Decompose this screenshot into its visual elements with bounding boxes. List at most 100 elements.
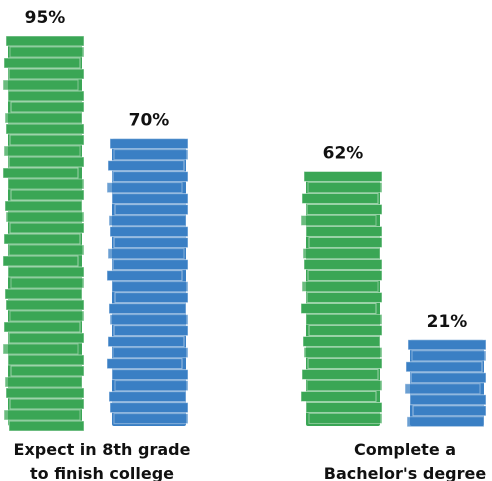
book — [406, 416, 485, 428]
book — [307, 357, 383, 369]
book — [9, 398, 85, 410]
book — [111, 369, 189, 381]
book — [10, 365, 85, 377]
category-label: Expect in 8th grade to finish college — [13, 440, 191, 481]
book — [9, 222, 85, 234]
book — [5, 299, 85, 311]
book — [112, 347, 189, 359]
book — [307, 181, 383, 193]
book — [2, 167, 79, 179]
book — [106, 358, 183, 370]
book — [405, 361, 483, 373]
book — [9, 310, 85, 322]
book — [4, 376, 83, 388]
book — [7, 354, 85, 366]
book — [10, 101, 85, 113]
book — [7, 266, 85, 278]
book — [404, 383, 481, 395]
book — [8, 420, 85, 432]
book — [108, 391, 187, 403]
book — [8, 244, 85, 256]
book — [302, 335, 381, 347]
book — [3, 409, 81, 421]
book — [10, 277, 85, 289]
book — [109, 226, 189, 238]
value-label: 62% — [323, 143, 364, 163]
book — [107, 336, 185, 348]
book — [113, 413, 189, 425]
book — [7, 178, 85, 190]
book — [308, 324, 383, 336]
book — [306, 203, 383, 215]
book — [4, 112, 83, 124]
book — [301, 368, 379, 380]
book — [9, 46, 85, 58]
book — [410, 372, 487, 384]
book — [409, 394, 487, 406]
book — [2, 343, 79, 355]
book — [4, 288, 83, 300]
book — [112, 171, 189, 183]
value-label: 21% — [427, 312, 468, 332]
book — [107, 160, 185, 172]
book — [300, 214, 377, 226]
book — [308, 236, 383, 248]
book — [305, 401, 383, 413]
book — [113, 325, 189, 337]
book — [2, 255, 79, 267]
book — [7, 90, 85, 102]
book — [300, 302, 377, 314]
book — [8, 68, 85, 80]
book — [3, 321, 81, 333]
book — [3, 145, 81, 157]
book — [9, 134, 85, 146]
book — [113, 237, 189, 249]
book — [303, 170, 383, 182]
book — [305, 225, 383, 237]
book — [111, 193, 189, 205]
book — [108, 215, 187, 227]
book — [4, 200, 83, 212]
book — [303, 346, 383, 358]
book — [109, 314, 189, 326]
book — [5, 211, 85, 223]
book — [106, 270, 183, 282]
book — [8, 332, 85, 344]
book — [5, 35, 85, 47]
book — [5, 387, 85, 399]
book — [411, 350, 487, 362]
book — [301, 280, 379, 292]
book — [114, 292, 189, 304]
book — [307, 269, 383, 281]
value-label: 95% — [25, 8, 66, 28]
book — [2, 79, 79, 91]
book — [306, 291, 383, 303]
book — [412, 405, 487, 417]
book — [112, 259, 189, 271]
book — [8, 156, 85, 168]
book — [114, 204, 189, 216]
book — [306, 379, 383, 391]
book — [3, 233, 81, 245]
book — [114, 380, 189, 392]
book — [303, 258, 383, 270]
book — [301, 192, 379, 204]
category-label: Complete a Bachelor's degree — [323, 440, 487, 481]
book — [111, 281, 189, 293]
book — [107, 248, 185, 260]
book — [5, 123, 85, 135]
book — [108, 303, 187, 315]
book — [3, 57, 81, 69]
book — [302, 247, 381, 259]
book — [305, 313, 383, 325]
book — [10, 189, 85, 201]
book — [109, 138, 189, 150]
book — [300, 390, 377, 402]
book — [106, 182, 183, 194]
book — [113, 149, 189, 161]
book — [308, 412, 383, 424]
book — [407, 339, 487, 351]
value-label: 70% — [129, 111, 170, 131]
